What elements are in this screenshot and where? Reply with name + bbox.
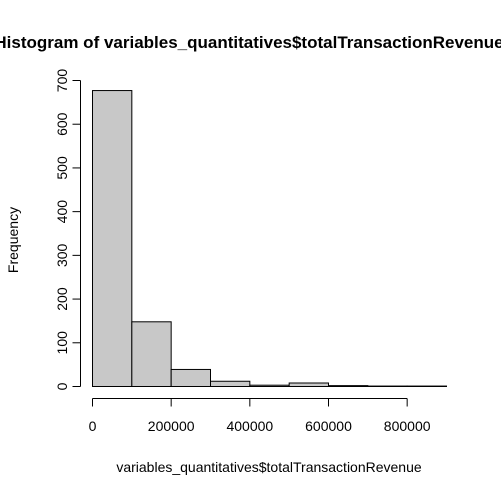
x-tick-label: 0 (89, 418, 97, 434)
y-axis-label: Frequency (5, 207, 21, 273)
y-tick-label: 100 (54, 331, 70, 355)
y-tick-label: 700 (54, 69, 70, 93)
bars-group (92, 90, 447, 388)
y-tick-label: 600 (54, 112, 70, 136)
x-axis: 0 200000 400000 600000 800000 (89, 398, 431, 434)
histogram-bar (288, 382, 329, 388)
y-tick-label: 400 (54, 200, 70, 224)
histogram-bar (210, 380, 251, 387)
x-tick-label: 800000 (384, 418, 431, 434)
y-tick-label: 0 (54, 382, 70, 390)
y-tick-label: 300 (54, 243, 70, 267)
x-tick-label: 600000 (305, 418, 352, 434)
histogram-bar (170, 368, 212, 387)
histogram-bar (328, 385, 369, 387)
histogram-bar (92, 90, 133, 387)
x-tick-label: 400000 (226, 418, 273, 434)
x-axis-label: variables_quantitatives$totalTransaction… (116, 459, 422, 475)
chart-title: Histogram of variables_quantitatives$tot… (0, 33, 501, 52)
x-tick-label: 200000 (148, 418, 195, 434)
y-tick-label: 500 (54, 156, 70, 180)
histogram-bar (131, 321, 172, 387)
y-axis: 0 100 200 300 400 500 600 700 (54, 69, 81, 390)
histogram-bar (249, 384, 290, 387)
y-tick-label: 200 (54, 287, 70, 311)
